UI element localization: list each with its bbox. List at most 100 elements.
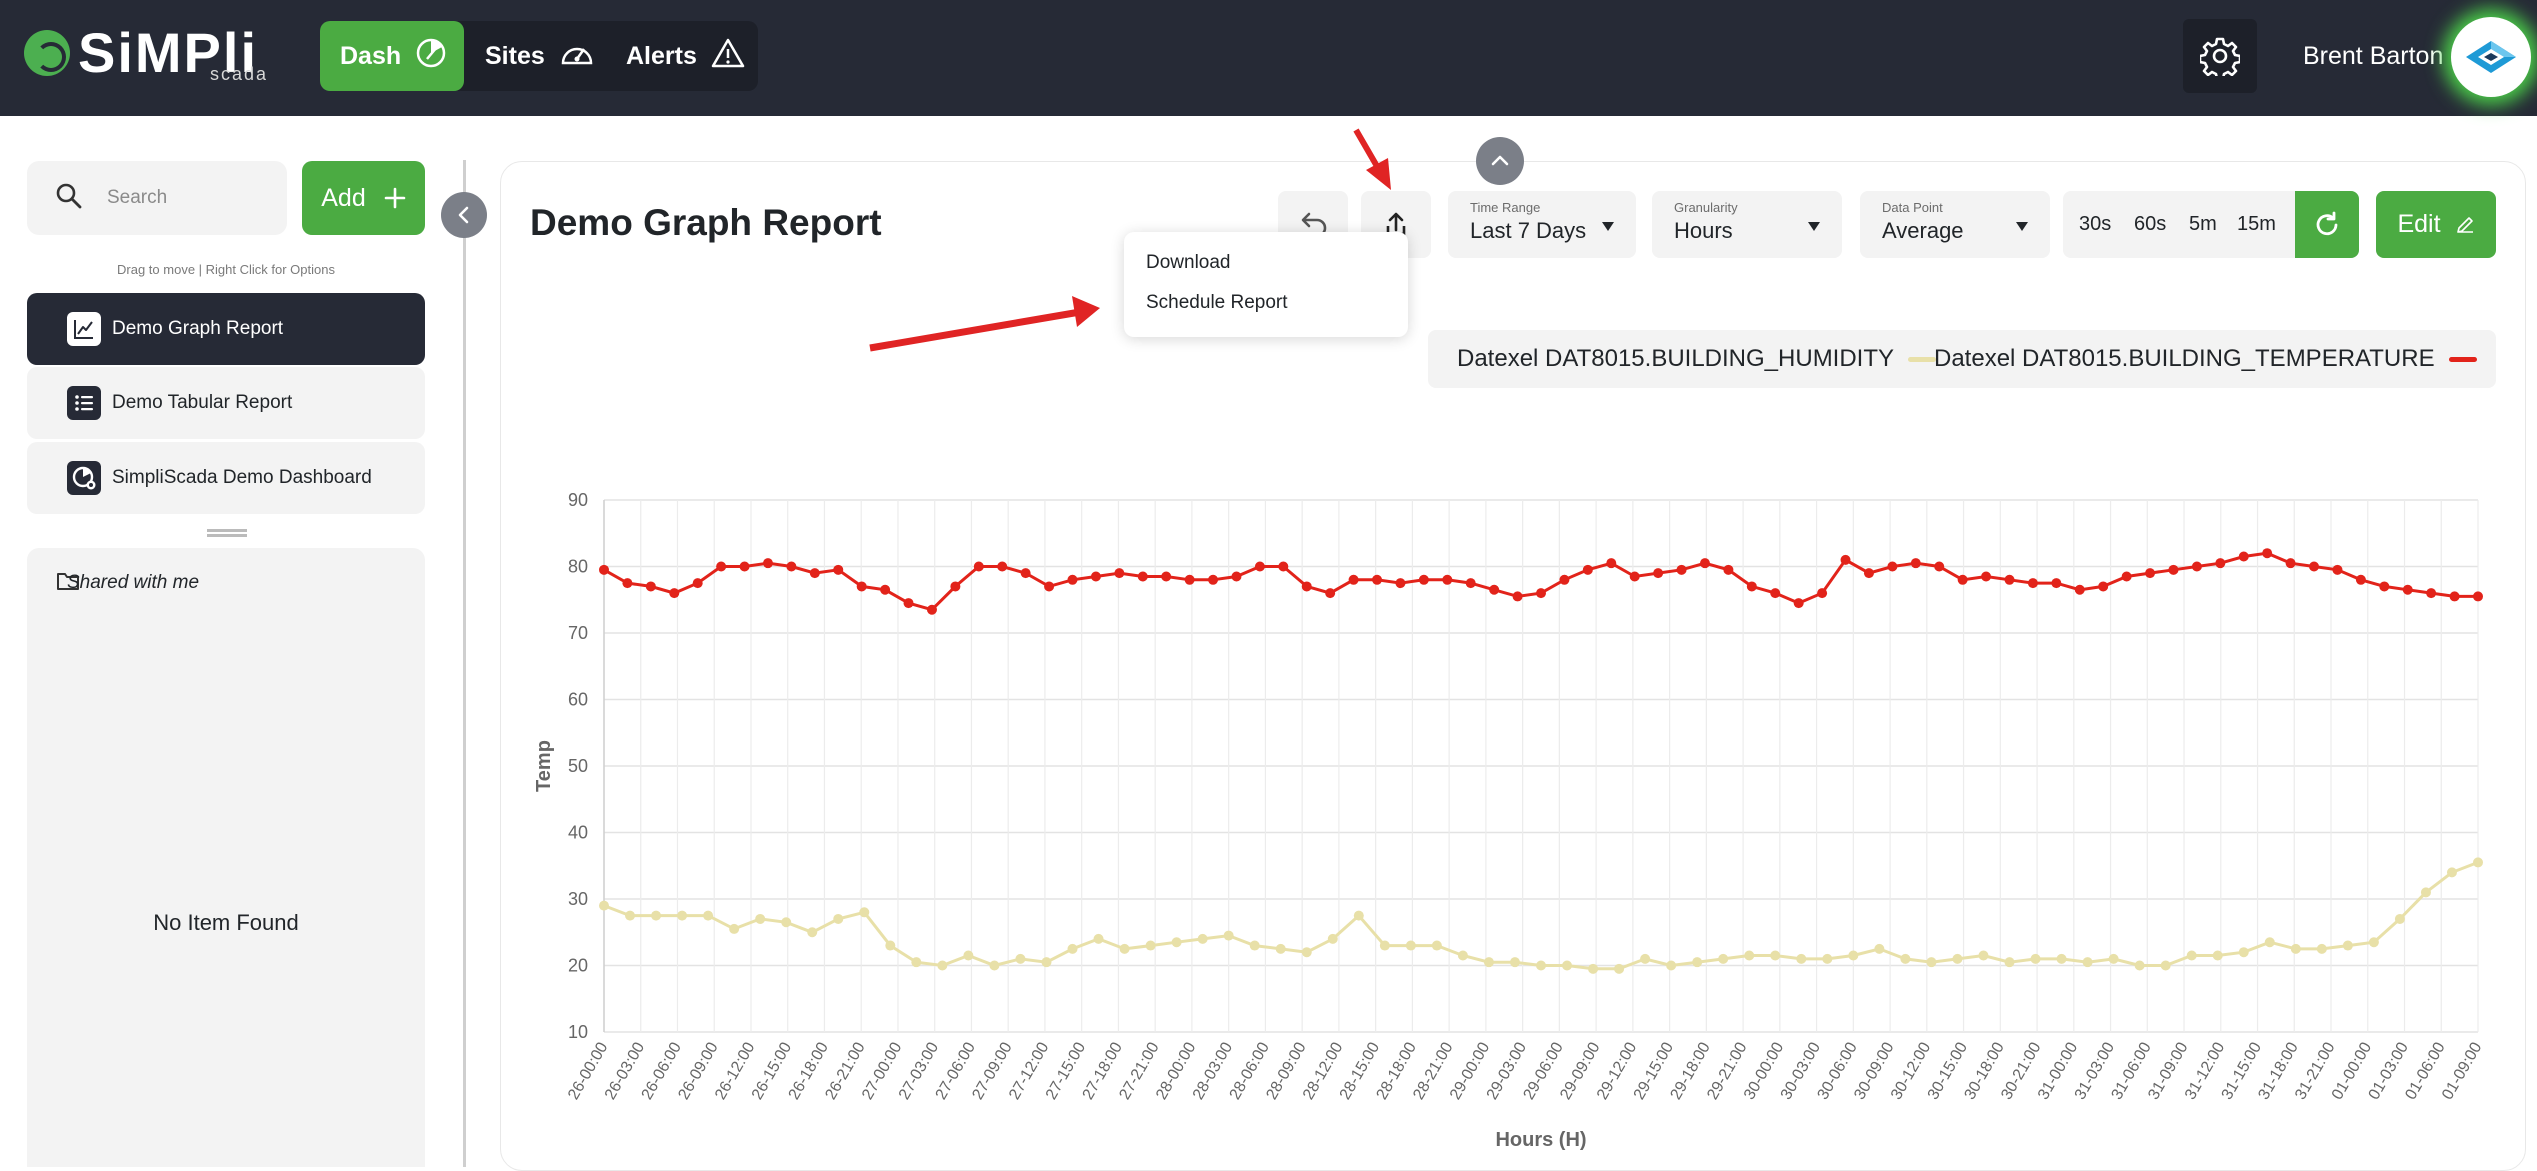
empty-state-text: No Item Found xyxy=(153,910,299,935)
data-point-series-0 xyxy=(2290,943,2301,954)
data-point-series-1 xyxy=(1840,554,1851,565)
menu-item-download[interactable]: Download xyxy=(1146,252,1231,273)
line-chart: 10203040506070809026-00:0026-03:0026-06:… xyxy=(533,490,2486,1151)
data-point-series-1 xyxy=(1629,571,1640,582)
data-point-series-1 xyxy=(1957,574,1968,585)
search-input[interactable] xyxy=(107,187,267,209)
sidebar-resize-handle[interactable] xyxy=(207,529,247,537)
data-point-series-0 xyxy=(2082,957,2093,968)
sidebar-item-simpliscada-demo-dashboard[interactable]: SimpliScada Demo Dashboard xyxy=(27,442,425,514)
data-point-series-1 xyxy=(2168,564,2179,575)
data-point-series-0 xyxy=(2238,947,2249,958)
add-label: Add xyxy=(321,183,366,212)
data-point-series-1 xyxy=(1863,568,1874,579)
data-point-series-1 xyxy=(880,584,891,595)
data-point-series-0 xyxy=(1978,950,1989,961)
menu-item-schedule-report[interactable]: Schedule Report xyxy=(1146,292,1288,313)
y-tick-label: 30 xyxy=(568,889,588,909)
y-tick-label: 40 xyxy=(568,823,588,843)
nav-dash-button[interactable]: Dash xyxy=(320,21,464,91)
data-point-select[interactable]: Data Point Average xyxy=(1860,191,2050,258)
data-point-series-0 xyxy=(1249,940,1260,951)
data-point-series-0 xyxy=(2420,887,2431,898)
interval-60s-button[interactable]: 60s xyxy=(2134,213,2167,235)
sidebar-item-demo-tabular-report[interactable]: Demo Tabular Report xyxy=(27,367,425,439)
data-point-series-0 xyxy=(1926,957,1937,968)
user-name[interactable]: Brent Barton xyxy=(2303,42,2444,70)
interval-5m-button[interactable]: 5m xyxy=(2189,213,2217,235)
data-point-series-1 xyxy=(1044,581,1055,592)
data-point-series-1 xyxy=(2004,574,2015,585)
data-point-series-0 xyxy=(2134,960,2145,971)
data-point-series-1 xyxy=(2426,588,2437,599)
data-point-series-1 xyxy=(1981,571,1992,582)
simpli-scada-logo[interactable]: SiMPli xyxy=(24,18,258,88)
data-point-series-1 xyxy=(739,561,750,572)
data-point-series-0 xyxy=(2473,857,2483,868)
chevron-left-icon xyxy=(458,206,469,224)
legend-item-temperature[interactable]: Datexel DAT8015.BUILDING_TEMPERATURE xyxy=(1934,345,2477,373)
data-point-series-1 xyxy=(1254,561,1265,572)
logo-icon xyxy=(24,30,70,76)
time-range-select[interactable]: Time Range Last 7 Days xyxy=(1448,191,1636,258)
data-point-series-0 xyxy=(2056,953,2067,964)
data-point-series-0 xyxy=(1353,910,1364,921)
nav-sites-button[interactable]: Sites xyxy=(485,21,595,91)
data-point-series-1 xyxy=(2379,581,2390,592)
y-tick-label: 80 xyxy=(568,557,588,577)
data-point-series-1 xyxy=(599,564,609,575)
data-point-series-1 xyxy=(1489,584,1500,595)
interval-30s-button[interactable]: 30s xyxy=(2079,213,2112,235)
data-point-label: Data Point xyxy=(1882,200,1943,215)
sidebar-divider[interactable] xyxy=(463,160,466,1167)
data-point-series-0 xyxy=(937,960,948,971)
y-tick-label: 10 xyxy=(568,1022,588,1042)
edit-button[interactable]: Edit xyxy=(2376,191,2496,258)
data-point-series-0 xyxy=(1379,940,1390,951)
data-point-series-1 xyxy=(1114,568,1125,579)
legend-swatch-temperature xyxy=(2448,356,2477,362)
dash-gauge-icon xyxy=(415,37,447,76)
refresh-icon xyxy=(2316,211,2338,235)
nav-alerts-button[interactable]: Alerts xyxy=(626,21,745,91)
data-point-series-0 xyxy=(1718,953,1729,964)
data-point-series-0 xyxy=(2004,957,2015,968)
nav-alerts-label: Alerts xyxy=(626,41,697,70)
data-point-series-0 xyxy=(1900,953,1911,964)
data-point-series-1 xyxy=(1442,574,1453,585)
data-point-series-1 xyxy=(622,578,633,589)
data-point-series-0 xyxy=(2342,940,2353,951)
user-avatar[interactable] xyxy=(2451,17,2531,97)
logo-text: SiMPli xyxy=(78,21,259,84)
collapse-toolbar-button[interactable] xyxy=(1476,137,1524,185)
add-button[interactable]: Add xyxy=(302,161,425,235)
data-point-series-0 xyxy=(1327,933,1338,944)
data-point-series-1 xyxy=(1559,574,1570,585)
sidebar-item-demo-graph-report[interactable]: Demo Graph Report xyxy=(27,293,425,365)
data-point-series-1 xyxy=(1512,591,1523,602)
data-point-series-0 xyxy=(885,940,896,951)
data-point-series-0 xyxy=(1588,963,1599,974)
data-point-series-1 xyxy=(833,564,844,575)
search-icon xyxy=(55,182,83,215)
data-point-series-1 xyxy=(1301,581,1312,592)
data-point-series-1 xyxy=(645,581,656,592)
caret-down-icon xyxy=(1808,222,1820,231)
refresh-button[interactable] xyxy=(2295,191,2359,258)
shared-with-me-title[interactable]: Shared with me xyxy=(67,572,200,593)
granularity-select[interactable]: Granularity Hours xyxy=(1652,191,1842,258)
data-point-series-1 xyxy=(1184,574,1195,585)
data-point-series-0 xyxy=(651,910,662,921)
data-point-series-1 xyxy=(903,598,914,609)
data-point-series-0 xyxy=(1536,960,1546,971)
interval-15m-button[interactable]: 15m xyxy=(2237,213,2276,235)
warning-icon xyxy=(711,37,745,76)
data-point-series-0 xyxy=(1405,940,1416,951)
data-point-series-0 xyxy=(1770,950,1781,961)
settings-button[interactable] xyxy=(2183,19,2257,93)
main-nav: Dash Sites Alerts xyxy=(320,21,758,91)
data-point-series-0 xyxy=(1197,933,1208,944)
collapse-sidebar-button[interactable] xyxy=(441,192,487,238)
legend-item-humidity[interactable]: Datexel DAT8015.BUILDING_HUMIDITY xyxy=(1457,345,1937,373)
data-point-series-0 xyxy=(1640,953,1651,964)
